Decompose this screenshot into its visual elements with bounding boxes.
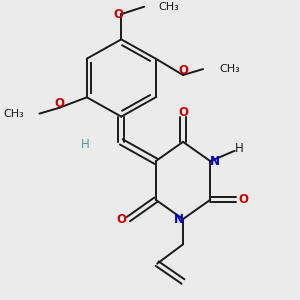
Text: O: O bbox=[238, 193, 248, 206]
Text: O: O bbox=[55, 97, 64, 110]
Text: N: N bbox=[210, 155, 220, 168]
Text: CH₃: CH₃ bbox=[219, 64, 240, 74]
Text: O: O bbox=[178, 64, 188, 77]
Text: H: H bbox=[81, 138, 90, 151]
Text: O: O bbox=[116, 213, 126, 226]
Text: CH₃: CH₃ bbox=[159, 2, 179, 12]
Text: O: O bbox=[178, 106, 188, 118]
Text: O: O bbox=[113, 8, 123, 21]
Text: N: N bbox=[174, 213, 184, 226]
Text: H: H bbox=[235, 142, 243, 155]
Text: CH₃: CH₃ bbox=[3, 109, 24, 118]
